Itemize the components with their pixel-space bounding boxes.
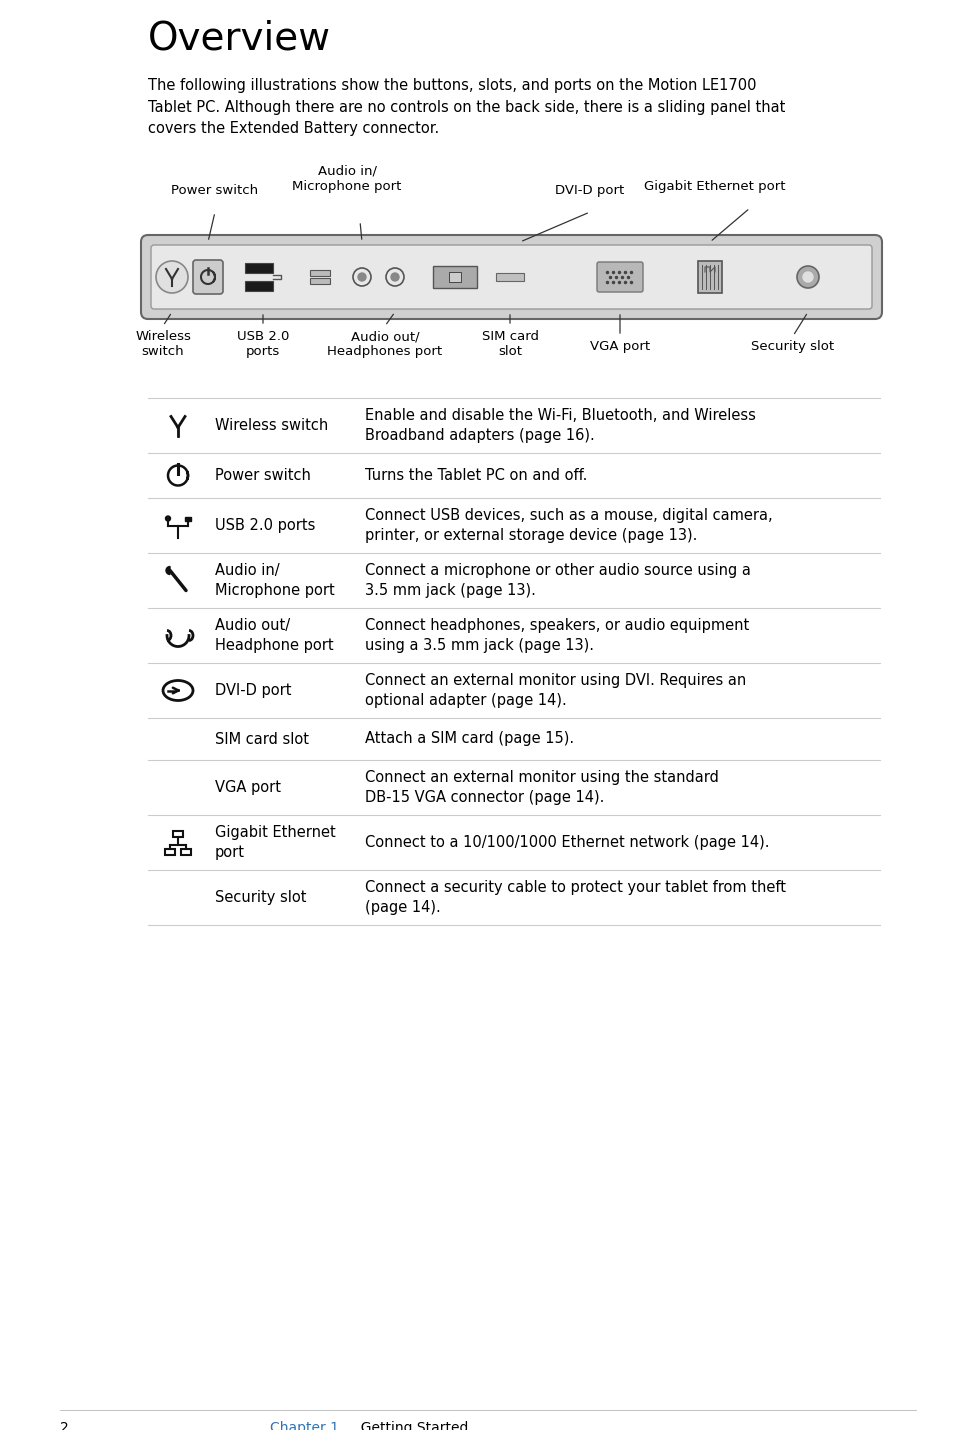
Text: Connect headphones, speakers, or audio equipment
using a 3.5 mm jack (page 13).: Connect headphones, speakers, or audio e… xyxy=(365,618,750,652)
Text: Audio in/
Microphone port: Audio in/ Microphone port xyxy=(215,563,335,598)
FancyBboxPatch shape xyxy=(151,245,872,309)
Text: Power switch: Power switch xyxy=(215,468,311,483)
Text: USB 2.0
ports: USB 2.0 ports xyxy=(237,330,289,358)
Text: Connect USB devices, such as a mouse, digital camera,
printer, or external stora: Connect USB devices, such as a mouse, di… xyxy=(365,509,773,542)
Bar xyxy=(496,273,524,282)
Text: Attach a SIM card (page 15).: Attach a SIM card (page 15). xyxy=(365,732,574,746)
Bar xyxy=(245,263,273,273)
Text: Enable and disable the Wi-Fi, Bluetooth, and Wireless
Broadband adapters (page 1: Enable and disable the Wi-Fi, Bluetooth,… xyxy=(365,409,755,443)
Bar xyxy=(310,270,330,276)
Text: SIM card slot: SIM card slot xyxy=(215,732,309,746)
Text: Overview: Overview xyxy=(148,20,331,59)
Circle shape xyxy=(358,273,366,282)
Text: DVI-D port: DVI-D port xyxy=(555,184,625,197)
Bar xyxy=(181,848,191,855)
Text: Connect an external monitor using DVI. Requires an
optional adapter (page 14).: Connect an external monitor using DVI. R… xyxy=(365,674,747,708)
Bar xyxy=(165,848,175,855)
FancyBboxPatch shape xyxy=(597,262,643,292)
FancyBboxPatch shape xyxy=(698,262,722,293)
Text: Connect a security cable to protect your tablet from theft
(page 14).: Connect a security cable to protect your… xyxy=(365,881,786,915)
Text: Turns the Tablet PC on and off.: Turns the Tablet PC on and off. xyxy=(365,468,588,483)
Text: Connect to a 10/100/1000 Ethernet network (page 14).: Connect to a 10/100/1000 Ethernet networ… xyxy=(365,835,769,849)
Bar xyxy=(185,516,191,521)
Text: Gigabit Ethernet
port: Gigabit Ethernet port xyxy=(215,825,336,859)
Text: Getting Started: Getting Started xyxy=(352,1421,468,1430)
Circle shape xyxy=(391,273,399,282)
Circle shape xyxy=(166,516,171,521)
Text: Connect a microphone or other audio source using a
3.5 mm jack (page 13).: Connect a microphone or other audio sour… xyxy=(365,563,751,598)
Bar xyxy=(310,277,330,285)
Text: VGA port: VGA port xyxy=(215,779,281,795)
Text: Audio in/
Microphone port: Audio in/ Microphone port xyxy=(293,164,402,193)
Text: Security slot: Security slot xyxy=(215,889,306,905)
Bar xyxy=(449,272,461,282)
Text: Wireless switch: Wireless switch xyxy=(215,418,328,433)
Bar xyxy=(173,831,183,837)
Bar xyxy=(245,282,273,290)
Text: Chapter 1: Chapter 1 xyxy=(270,1421,339,1430)
Circle shape xyxy=(797,266,819,287)
Text: 2: 2 xyxy=(60,1421,68,1430)
Text: SIM card
slot: SIM card slot xyxy=(481,330,539,358)
Circle shape xyxy=(156,262,188,293)
Text: USB 2.0 ports: USB 2.0 ports xyxy=(215,518,315,533)
Wedge shape xyxy=(166,566,170,575)
Text: The following illustrations show the buttons, slots, and ports on the Motion LE1: The following illustrations show the but… xyxy=(148,79,786,136)
Text: DVI-D port: DVI-D port xyxy=(215,684,292,698)
Circle shape xyxy=(803,272,813,282)
FancyBboxPatch shape xyxy=(433,266,477,287)
Text: Audio out/
Headphones port: Audio out/ Headphones port xyxy=(327,330,442,358)
Text: Gigabit Ethernet port: Gigabit Ethernet port xyxy=(644,180,786,193)
Text: VGA port: VGA port xyxy=(590,340,650,353)
Text: Power switch: Power switch xyxy=(172,184,259,197)
Text: Audio out/
Headphone port: Audio out/ Headphone port xyxy=(215,618,334,652)
Text: Wireless
switch: Wireless switch xyxy=(135,330,191,358)
Text: Security slot: Security slot xyxy=(752,340,834,353)
FancyBboxPatch shape xyxy=(193,260,223,295)
Text: Connect an external monitor using the standard
DB-15 VGA connector (page 14).: Connect an external monitor using the st… xyxy=(365,771,719,805)
FancyBboxPatch shape xyxy=(141,235,882,319)
